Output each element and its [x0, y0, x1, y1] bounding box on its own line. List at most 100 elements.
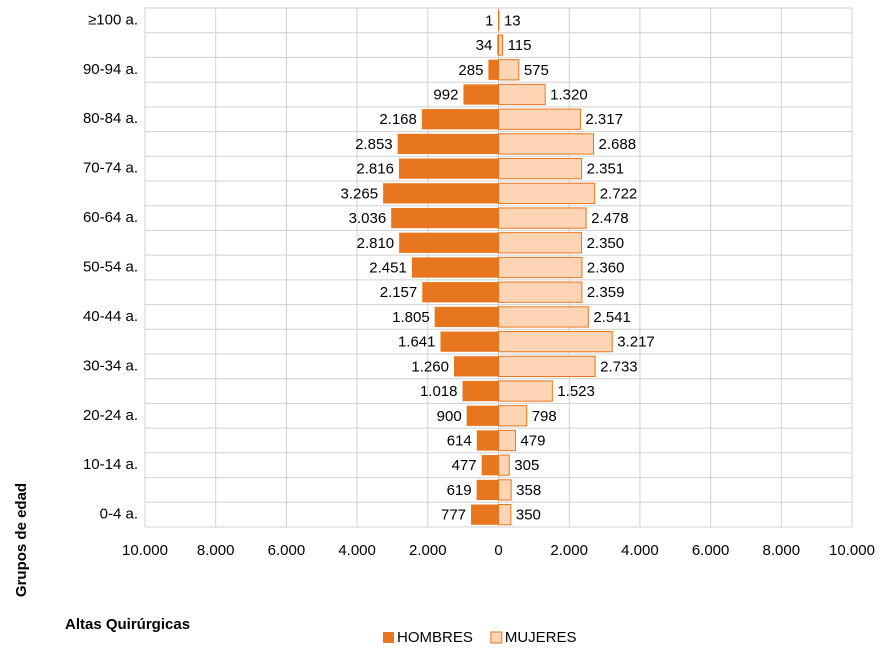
legend-swatch — [383, 632, 394, 643]
bar — [498, 158, 583, 180]
value-label: 2.168 — [379, 111, 417, 128]
value-label: 34 — [476, 37, 493, 54]
bar — [422, 282, 499, 303]
y-tick-label: 40-44 a. — [83, 308, 138, 325]
y-tick-label: ≥100 a. — [88, 11, 138, 28]
value-label: 2.810 — [357, 235, 395, 252]
value-label: 1.641 — [398, 334, 436, 351]
bar — [498, 256, 583, 279]
bar — [399, 232, 499, 253]
bar — [498, 380, 553, 402]
bar — [411, 257, 499, 278]
x-tick-label: 4.000 — [621, 542, 659, 559]
value-label: 13 — [504, 12, 521, 29]
bar — [488, 59, 499, 80]
bar — [498, 59, 520, 81]
value-label: 1.523 — [557, 383, 595, 400]
bar — [383, 183, 499, 204]
bar — [421, 109, 499, 130]
bar — [391, 207, 499, 229]
bar — [476, 479, 499, 501]
value-label: 1 — [485, 12, 493, 29]
bar — [498, 182, 596, 204]
value-label: 1.260 — [411, 358, 449, 375]
bar — [498, 331, 613, 353]
bar — [453, 356, 499, 377]
legend-label: HOMBRES — [397, 629, 473, 646]
value-label: 2.350 — [587, 235, 625, 252]
x-tick-label: 10.000 — [829, 542, 875, 559]
x-tick-label: 2.000 — [409, 542, 447, 559]
value-label: 1.018 — [420, 383, 458, 400]
bar — [498, 207, 587, 229]
bar — [398, 158, 499, 179]
bar — [434, 306, 499, 328]
bar — [497, 34, 499, 56]
bar — [498, 405, 528, 427]
x-tick-label: 6.000 — [692, 542, 730, 559]
bar — [440, 331, 499, 352]
value-label: 479 — [520, 432, 545, 449]
x-tick-label: 0 — [494, 542, 502, 559]
value-label: 992 — [433, 86, 458, 103]
chart-title: Altas Quirúrgicas — [65, 616, 190, 633]
value-label: 2.733 — [600, 358, 638, 375]
bar — [498, 454, 510, 476]
value-label: 619 — [447, 482, 472, 499]
x-tick-label: 8.000 — [763, 542, 801, 559]
y-tick-label: 80-84 a. — [83, 110, 138, 127]
value-label: 1.805 — [392, 309, 430, 326]
value-label: 2.478 — [591, 210, 629, 227]
bar — [498, 232, 583, 254]
value-label: 2.722 — [600, 185, 638, 202]
bar — [463, 84, 499, 105]
value-label: 798 — [532, 408, 557, 425]
value-label: 2.816 — [356, 161, 394, 178]
bar — [498, 108, 581, 130]
value-label: 2.157 — [380, 284, 418, 301]
x-tick-label: 10.000 — [122, 542, 168, 559]
value-label: 900 — [437, 408, 462, 425]
bar — [466, 405, 499, 426]
value-label: 575 — [524, 62, 549, 79]
x-tick-label: 2.000 — [550, 542, 588, 559]
value-label: 477 — [452, 457, 477, 474]
y-axis-label: Grupos de edad — [13, 483, 30, 597]
value-label: 2.317 — [585, 111, 623, 128]
bar — [498, 479, 512, 501]
bar — [498, 34, 504, 56]
value-label: 3.217 — [617, 334, 655, 351]
value-label: 2.359 — [587, 284, 625, 301]
bar — [462, 380, 499, 402]
bar — [498, 281, 583, 303]
value-label: 350 — [516, 507, 541, 524]
y-tick-label: 50-54 a. — [83, 258, 138, 275]
bar — [481, 455, 499, 476]
legend-swatch — [490, 631, 503, 644]
value-label: 1.320 — [550, 86, 588, 103]
x-tick-label: 8.000 — [197, 542, 235, 559]
value-label: 358 — [516, 482, 541, 499]
y-tick-label: 70-74 a. — [83, 160, 138, 177]
value-label: 3.036 — [349, 210, 387, 227]
value-label: 2.360 — [587, 259, 625, 276]
value-label: 2.688 — [599, 136, 637, 153]
bar — [498, 133, 595, 155]
value-label: 115 — [508, 37, 532, 54]
bar — [498, 504, 512, 526]
bar — [498, 429, 516, 452]
value-label: 2.451 — [369, 259, 407, 276]
x-tick-label: 6.000 — [268, 542, 306, 559]
value-label: 3.265 — [341, 185, 379, 202]
bar — [498, 306, 589, 328]
bar — [476, 430, 499, 451]
value-label: 2.351 — [587, 161, 625, 178]
y-tick-label: 0-4 a. — [100, 506, 138, 523]
value-label: 305 — [514, 457, 539, 474]
bar — [498, 83, 546, 106]
y-tick-label: 20-24 a. — [83, 407, 138, 424]
x-tick-label: 4.000 — [338, 542, 376, 559]
bar — [498, 355, 596, 377]
value-label: 2.541 — [593, 309, 631, 326]
value-label: 777 — [441, 507, 466, 524]
